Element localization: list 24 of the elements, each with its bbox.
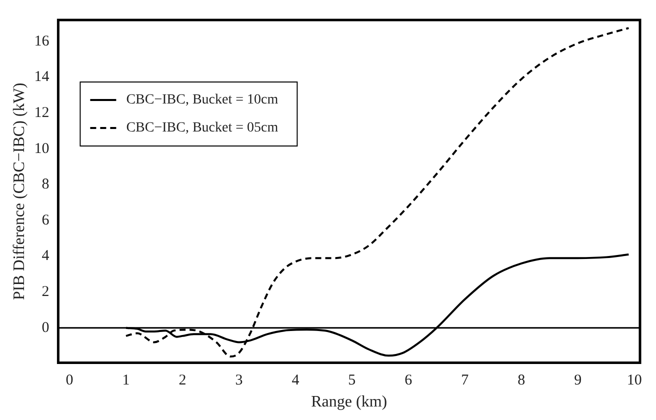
y-tick-label: 4: [42, 248, 50, 264]
y-tick-label: 6: [42, 212, 50, 228]
x-tick-label: 6: [404, 372, 413, 389]
legend-label: CBC−IBC, Bucket = 05cm: [126, 120, 278, 136]
x-tick-label: 1: [122, 372, 130, 389]
y-tick-label: 16: [34, 33, 50, 50]
x-axis-title: Range (km): [311, 394, 388, 411]
y-tick-label: 12: [34, 105, 50, 122]
y-tick-label: 8: [42, 176, 50, 193]
y-tick-label: 14: [34, 69, 50, 86]
x-tick-label: 3: [235, 372, 243, 389]
y-axis-title: PIB Difference (CBC−IBC) (kW): [10, 82, 28, 300]
x-tick-label: 8: [518, 372, 526, 389]
x-tick-label: 7: [461, 372, 470, 389]
x-tick-label: 5: [348, 372, 356, 389]
x-tick-label: 9: [574, 372, 582, 389]
x-tick-label: 4: [292, 372, 300, 389]
y-tick-label: 10: [34, 140, 50, 157]
x-tick-label: 2: [178, 372, 186, 389]
y-tick-label: 0: [42, 320, 50, 336]
x-tick-label: 10: [626, 372, 642, 389]
y-tick-label: 2: [42, 284, 50, 300]
x-tick-label: 0: [66, 372, 74, 389]
legend-label: CBC−IBC, Bucket = 10cm: [126, 92, 278, 108]
